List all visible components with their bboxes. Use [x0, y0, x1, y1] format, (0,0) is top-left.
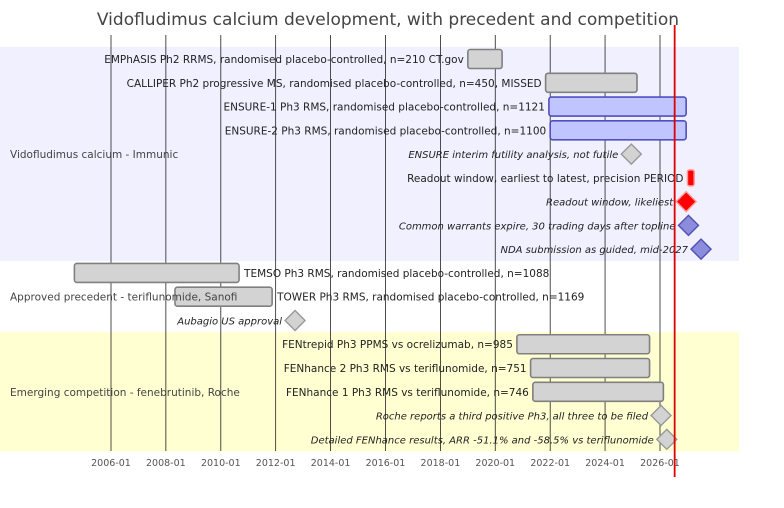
milestone-diamond	[690, 238, 713, 261]
gantt-bar	[529, 357, 651, 379]
gantt-bar	[73, 262, 240, 284]
milestone-label: Roche reports a third positive Ph3, all …	[376, 412, 649, 423]
x-tick-label: 2006-01	[91, 458, 131, 469]
gantt-bar	[548, 96, 687, 117]
bar-label: FENtrepid Ph3 PPMS vs ocrelizumab, n=985	[282, 339, 513, 351]
gantt-bar	[467, 48, 503, 70]
group-label: Vidofludimus calcium - Immunic	[10, 149, 178, 161]
milestone-diamond	[655, 428, 678, 451]
x-tick-label: 2012-01	[256, 458, 296, 469]
milestone-diamond	[675, 190, 698, 213]
gantt-bar	[174, 286, 273, 308]
group-label: Emerging competition - fenebrutinib, Roc…	[10, 387, 240, 399]
bar-label: ENSURE-1 Ph3 RMS, randomised placebo-con…	[223, 102, 544, 114]
x-tick-label: 2024-01	[585, 458, 625, 469]
x-tick-label: 2022-01	[530, 458, 570, 469]
gantt-bar	[549, 120, 687, 141]
milestone-label: Detailed FENhance results, ARR -51.1% an…	[311, 435, 654, 446]
readout-window-bar	[686, 169, 695, 187]
x-tick-label: 2008-01	[146, 458, 186, 469]
gantt-bar	[532, 381, 665, 403]
bar-label: CALLIPER Ph2 progressive MS, randomised …	[127, 78, 542, 90]
group-label: Approved precedent - teriflunomide, Sano…	[10, 292, 237, 304]
x-tick-label: 2018-01	[421, 458, 461, 469]
x-axis: 2006-01 2008-01 2010-01 2012-01 2014-01 2016-…	[91, 458, 680, 469]
x-tick-label: 2020-01	[475, 458, 515, 469]
milestone-label: Readout window, likeliest	[546, 198, 674, 209]
milestone-label: ENSURE interim futility analysis, not fu…	[408, 150, 618, 161]
chart-labels: Vidofludimus calcium - Immunic Approved p…	[10, 54, 689, 446]
gantt-bar	[516, 333, 651, 355]
milestone-label: Aubagio US approval	[176, 316, 282, 327]
milestone-diamond	[677, 214, 700, 237]
bar-label: TEMSO Ph3 RMS, randomised placebo-contro…	[243, 268, 549, 280]
chart-marks	[73, 48, 713, 451]
bar-label: EMPhASIS Ph2 RRMS, randomised placebo-co…	[104, 54, 464, 66]
bar-label: FENhance 2 Ph3 RMS vs teriflunomide, n=7…	[284, 363, 527, 375]
x-tick-label: 2014-01	[311, 458, 351, 469]
bar-label: ENSURE-2 Ph3 RMS, randomised placebo-con…	[225, 125, 546, 137]
milestone-label: NDA submission as guided, mid-2027	[500, 245, 688, 256]
chart-title: Vidofludimus calcium development, with p…	[97, 10, 679, 30]
milestone-diamond	[650, 404, 673, 427]
milestone-diamond	[284, 309, 307, 332]
window-label: Readout window, earliest to latest, prec…	[407, 173, 683, 185]
bar-label: FENhance 1 Ph3 RMS vs teriflunomide, n=7…	[286, 387, 529, 399]
x-tick-label: 2026-01	[640, 458, 680, 469]
x-tick-label: 2016-01	[366, 458, 406, 469]
milestone-label: Common warrants expire, 30 trading days …	[399, 221, 676, 232]
bar-label: TOWER Ph3 RMS, randomised placebo-contro…	[276, 292, 584, 304]
gantt-bar	[544, 72, 638, 94]
x-tick-label: 2010-01	[201, 458, 241, 469]
milestone-diamond	[620, 143, 643, 166]
